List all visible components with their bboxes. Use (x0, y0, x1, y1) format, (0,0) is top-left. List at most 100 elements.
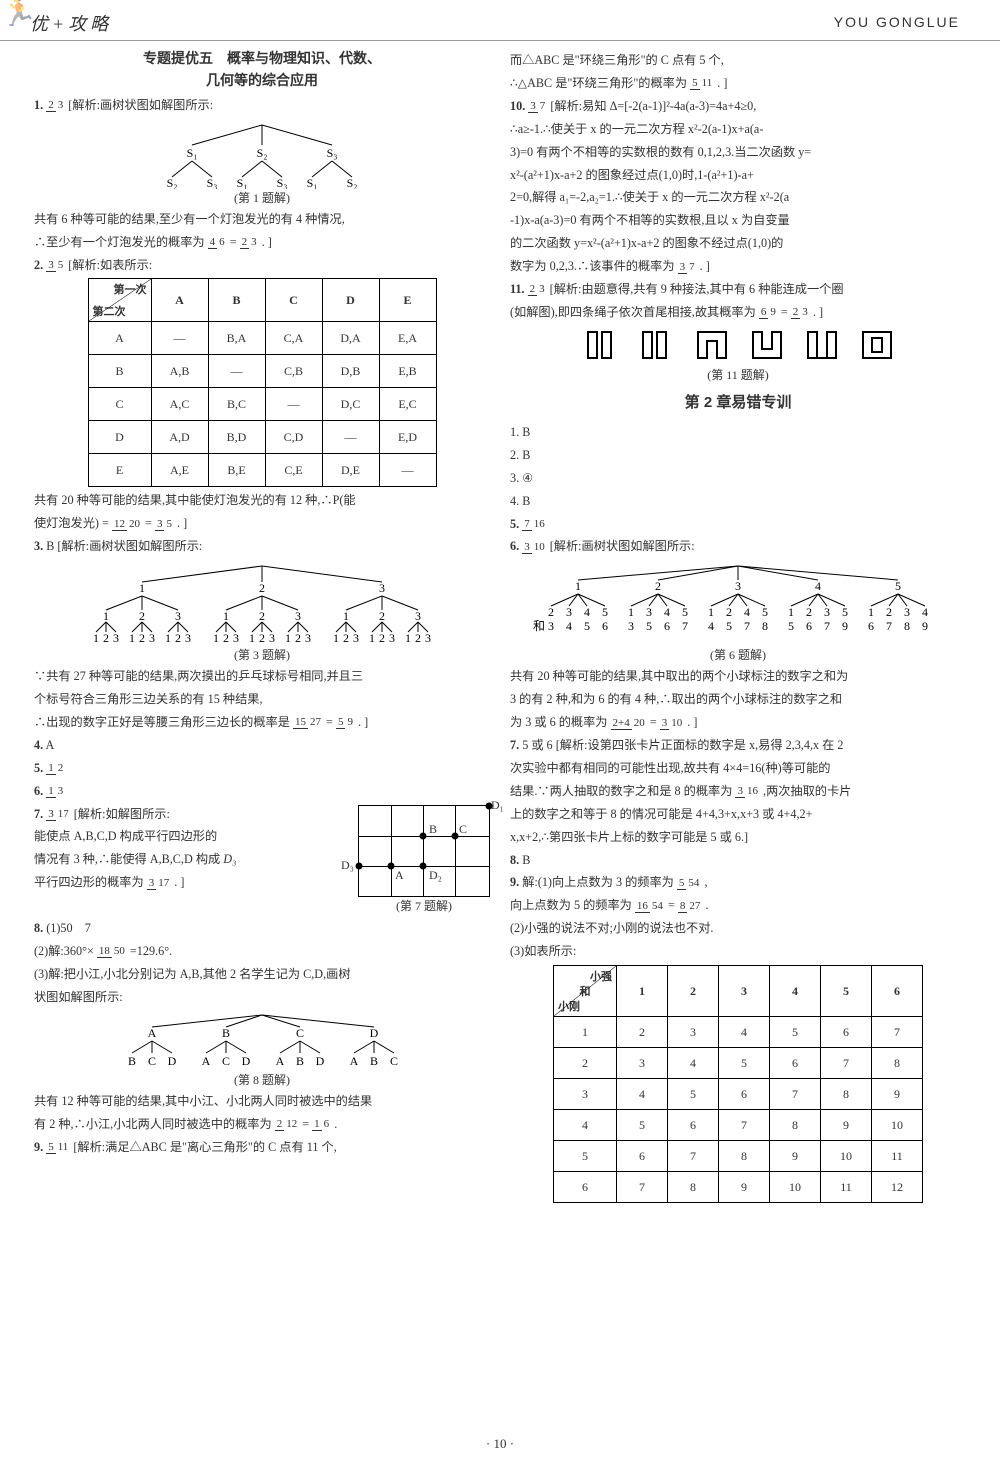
svg-text:2: 2 (343, 631, 349, 645)
q7: 7. 317 [解析:如解图所示: 能使点 A,B,C,D 构成平行四边形的 情… (34, 805, 490, 916)
svg-text:3: 3 (185, 631, 191, 645)
svg-text:2: 2 (806, 605, 812, 619)
svg-text:1: 1 (103, 609, 109, 623)
svg-text:C: C (148, 1054, 156, 1068)
svg-text:1: 1 (333, 631, 339, 645)
svg-text:7: 7 (744, 619, 750, 633)
svg-text:1: 1 (129, 631, 135, 645)
svg-text:A: A (276, 1054, 285, 1068)
svg-text:2: 2 (223, 631, 229, 645)
svg-text:A: A (148, 1026, 157, 1040)
svg-text:D: D (242, 1054, 251, 1068)
svg-text:5: 5 (682, 605, 688, 619)
right-column: 而△ABC 是"环绕三角形"的 C 点有 5 个, ∴△ABC 是"环绕三角形"… (500, 47, 976, 1207)
svg-text:5: 5 (726, 619, 732, 633)
svg-text:A: A (202, 1054, 211, 1068)
svg-text:4: 4 (815, 579, 821, 593)
svg-text:3: 3 (113, 631, 119, 645)
svg-text:3: 3 (904, 605, 910, 619)
svg-text:S₂: S₂ (347, 176, 358, 189)
svg-text:3: 3 (295, 609, 301, 623)
tree-6: 1233445562133546573142547584152637595162… (523, 560, 953, 646)
svg-text:2: 2 (103, 631, 109, 645)
svg-text:C: C (296, 1026, 304, 1040)
svg-text:B: B (128, 1054, 136, 1068)
svg-text:2: 2 (726, 605, 732, 619)
svg-text:5: 5 (646, 619, 652, 633)
q2: 2. 35 [解析:如表所示: (34, 256, 490, 275)
table-9: 小强和小刚12345612345672345678345678945678910… (553, 965, 923, 1203)
svg-text:1: 1 (788, 605, 794, 619)
table-2: 第一次第二次ABCDEA—B,AC,AD,AE,ABA,B—C,BD,BE,BC… (88, 278, 437, 487)
tree-3: 123 112321233123112321233123112321233123 (72, 560, 452, 646)
svg-text:S₂: S₂ (257, 146, 268, 160)
svg-text:7: 7 (682, 619, 688, 633)
svg-text:9: 9 (842, 619, 848, 633)
svg-text:2: 2 (175, 631, 181, 645)
brand-right: YOU GONGLUE (834, 14, 960, 30)
svg-text:B: B (296, 1054, 304, 1068)
svg-text:7: 7 (886, 619, 892, 633)
q4: 4. A (34, 736, 490, 755)
svg-text:7: 7 (824, 619, 830, 633)
svg-text:3: 3 (548, 619, 554, 633)
svg-text:8: 8 (904, 619, 910, 633)
svg-text:1: 1 (708, 605, 714, 619)
svg-text:4: 4 (584, 605, 590, 619)
svg-text:3: 3 (353, 631, 359, 645)
svg-text:4: 4 (922, 605, 928, 619)
svg-text:2: 2 (259, 609, 265, 623)
svg-text:5: 5 (762, 605, 768, 619)
svg-text:1: 1 (165, 631, 171, 645)
svg-text:2: 2 (295, 631, 301, 645)
svg-text:3: 3 (566, 605, 572, 619)
shapes-11 (558, 326, 918, 366)
svg-text:3: 3 (425, 631, 431, 645)
svg-text:3: 3 (646, 605, 652, 619)
svg-text:2: 2 (548, 605, 554, 619)
svg-text:1: 1 (405, 631, 411, 645)
section-title-1: 专题提优五 概率与物理知识、代数、 (34, 47, 490, 69)
svg-text:4: 4 (664, 605, 670, 619)
svg-text:D: D (370, 1026, 379, 1040)
svg-text:S₃: S₃ (327, 146, 338, 160)
svg-text:1: 1 (343, 609, 349, 623)
svg-text:6: 6 (806, 619, 812, 633)
svg-text:S₁: S₁ (187, 146, 198, 160)
svg-text:1: 1 (223, 609, 229, 623)
svg-text:4: 4 (566, 619, 572, 633)
section-title-2: 几何等的综合应用 (34, 69, 490, 91)
svg-text:3: 3 (628, 619, 634, 633)
svg-text:C: C (222, 1054, 230, 1068)
svg-text:1: 1 (868, 605, 874, 619)
brand-left: 优+攻略 (30, 10, 112, 36)
q6: 6. 13 (34, 782, 490, 801)
svg-text:2: 2 (379, 609, 385, 623)
svg-text:2: 2 (379, 631, 385, 645)
r-q8: 8. B (510, 851, 966, 870)
svg-text:3: 3 (233, 631, 239, 645)
svg-text:S₁: S₁ (237, 176, 248, 189)
svg-text:1: 1 (628, 605, 634, 619)
svg-text:3: 3 (269, 631, 275, 645)
page-number: · 10 · (0, 1436, 1000, 1452)
q1: 1. 23 [解析:画树状图如解图所示: (34, 96, 490, 115)
svg-text:A: A (350, 1054, 359, 1068)
svg-text:B: B (370, 1054, 378, 1068)
svg-text:S₃: S₃ (277, 176, 288, 189)
svg-text:3: 3 (415, 609, 421, 623)
svg-text:1: 1 (93, 631, 99, 645)
svg-text:2: 2 (655, 579, 661, 593)
svg-text:1: 1 (213, 631, 219, 645)
grid-7: B C D₁ A D₃ D₂ (358, 805, 490, 897)
svg-text:3: 3 (379, 581, 385, 595)
svg-text:3: 3 (735, 579, 741, 593)
svg-text:D: D (316, 1054, 325, 1068)
tree-8: ABCDBACDCABDDABC (102, 1011, 422, 1071)
svg-text:5: 5 (788, 619, 794, 633)
svg-text:5: 5 (842, 605, 848, 619)
q3: 3. B [解析:画树状图如解图所示: (34, 537, 490, 556)
svg-text:6: 6 (868, 619, 874, 633)
svg-text:和: 和 (533, 619, 545, 633)
chapter-title: 第 2 章易错专训 (510, 391, 966, 415)
